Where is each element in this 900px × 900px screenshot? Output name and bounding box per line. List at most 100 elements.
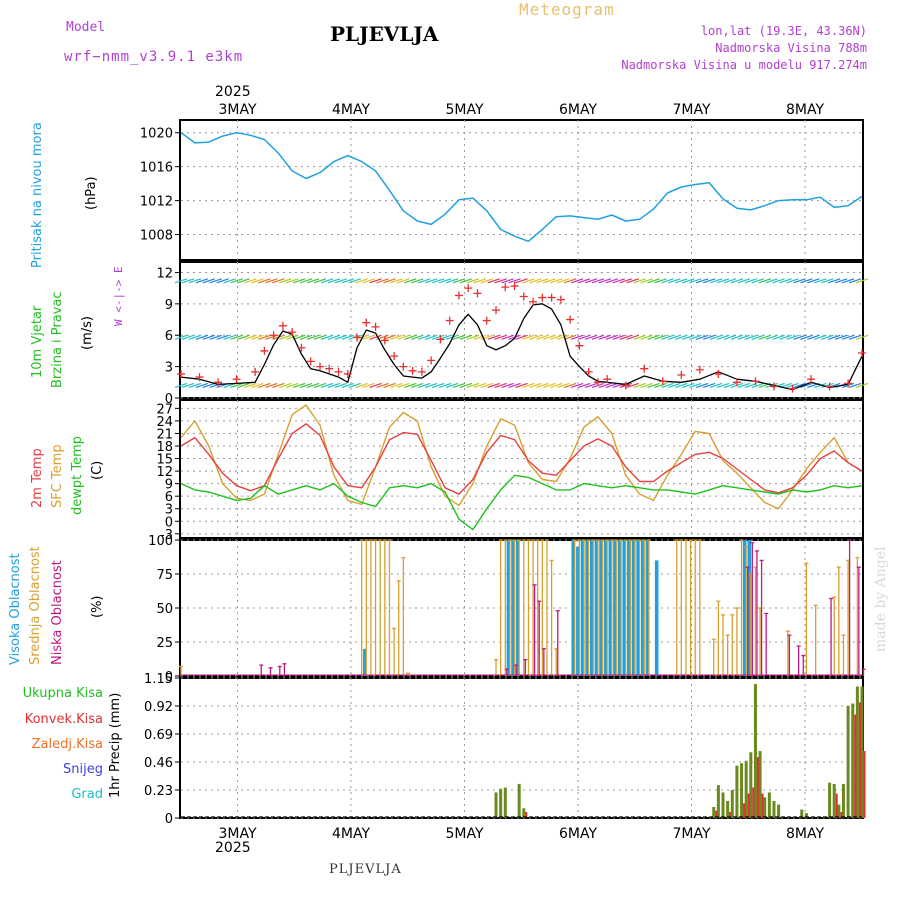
ytick-label-temperature-5: 12 <box>156 465 173 480</box>
precip-conv-bar-12 <box>863 751 866 818</box>
gust-marker-15 <box>353 333 362 342</box>
ytick-label-precip-1: 0.23 <box>144 784 173 799</box>
wind-arrow-2-900 <box>591 278 605 284</box>
coords-label: lon,lat (19.3E, 43.36N) <box>700 24 867 38</box>
wind-arrow-2-855 <box>570 278 584 284</box>
wind-arrow-0-45 <box>195 382 209 389</box>
legend-conv-rain: Konvek.Kisa <box>24 712 103 727</box>
wind-arrow-2-705 <box>501 278 514 284</box>
gust-marker-44 <box>640 364 649 373</box>
top-year-label: 2025 <box>215 84 251 100</box>
wind-arrow-1-270 <box>299 334 313 340</box>
wind-arrow-1-510 <box>411 334 424 340</box>
wind-arrow-0-1335 <box>793 382 806 389</box>
wind-arrow-1-780 <box>536 334 549 340</box>
wind-arrow-0-1020 <box>647 382 660 389</box>
ytick-label-temperature-8: 21 <box>156 427 173 442</box>
day-label-top-5: 8MAY <box>786 102 824 118</box>
wind-arrow-2-1155 <box>709 278 723 284</box>
gust-marker-7 <box>278 321 287 330</box>
wind-arrow-2-1215 <box>737 278 751 284</box>
cloud-bar-high-14 <box>617 540 622 676</box>
wind-arrow-1-735 <box>515 334 528 340</box>
cloud-bar-high-2 <box>511 540 515 676</box>
gust-marker-41 <box>593 378 602 387</box>
wind-arrow-2-465 <box>390 278 403 284</box>
wind-arrow-2-930 <box>605 278 619 284</box>
wind-arrow-1-690 <box>494 334 507 340</box>
precip-total-bar-0 <box>494 792 498 818</box>
wind-arrow-2-435 <box>376 278 389 284</box>
wind-arrow-0-375 <box>348 382 361 389</box>
wind-arrow-0-480 <box>397 382 410 389</box>
wind-arrow-2-420 <box>369 278 382 284</box>
wind-arrow-2-1110 <box>689 278 702 284</box>
ytick-label-wind-1: 3 <box>165 361 173 376</box>
precip-total-bar-28 <box>855 686 859 818</box>
precip-conv-bar-8 <box>835 793 838 818</box>
wind-arrow-1-1440 <box>841 334 855 340</box>
wind-arrow-2-1080 <box>675 278 688 284</box>
wind-arrow-0-30 <box>188 382 202 389</box>
wind-arrow-2-1440 <box>841 278 855 284</box>
wind-arrow-0-585 <box>445 382 459 389</box>
precip-conv-bar-3 <box>743 803 746 818</box>
wind-arrow-2-915 <box>598 278 612 284</box>
wind-arrow-1-1275 <box>765 334 778 340</box>
wind-arrow-0-285 <box>306 382 320 389</box>
wind-arrow-1-0 <box>174 334 188 340</box>
precip-total-bar-15 <box>758 751 762 818</box>
cloud-bar-high-6 <box>580 540 585 676</box>
model-name: wrf−nmm_v3.9.1 e3km <box>64 49 244 65</box>
wind-arrow-2-1185 <box>723 278 737 284</box>
gust-marker-54 <box>825 382 834 391</box>
cloud-bar-high-19 <box>640 540 645 676</box>
precip-conv-bar-7 <box>761 793 764 818</box>
day-label-top-4: 7MAY <box>672 102 710 118</box>
wind-arrow-2-630 <box>466 278 480 284</box>
wind-arrow-2-720 <box>508 278 521 284</box>
ytick-label-temperature-9: 24 <box>156 415 173 430</box>
wind-arrow-2-30 <box>188 278 202 284</box>
wind-arrow-1-765 <box>529 334 542 340</box>
wind-arrow-1-495 <box>404 334 417 340</box>
precip-conv-bar-11 <box>858 702 861 818</box>
ytick-label-precip-5: 1.15 <box>144 672 173 687</box>
wind-arrow-2-870 <box>577 278 591 284</box>
ytick-label-temperature-1: 0 <box>165 515 173 530</box>
gust-marker-56 <box>858 349 866 358</box>
wind-arrow-2-810 <box>550 278 563 284</box>
wind-arrow-2-345 <box>334 278 348 284</box>
wind-arrow-1-870 <box>577 334 591 340</box>
wind-arrow-2-60 <box>202 278 215 284</box>
wind-arrow-2-1125 <box>695 278 709 284</box>
wind-arrow-2-1140 <box>702 278 716 284</box>
wind-arrow-1-600 <box>452 334 466 340</box>
wind-arrow-0-570 <box>438 382 452 389</box>
wind-arrow-1-1230 <box>744 334 758 340</box>
gust-marker-47 <box>695 365 704 374</box>
wind-arrow-2-285 <box>306 278 320 284</box>
wind-arrow-2-1320 <box>786 278 799 284</box>
gust-marker-13 <box>334 367 343 376</box>
wind-arrow-2-675 <box>487 278 500 284</box>
precip-total-bar-23 <box>832 783 836 818</box>
panel-frame-pressure <box>179 119 864 261</box>
wind-arrow-1-180 <box>258 334 271 340</box>
wind-arrow-1-960 <box>619 334 632 340</box>
precip-total-bar-5 <box>712 807 716 818</box>
wind-arrow-2-1245 <box>751 278 764 284</box>
wind-arrow-0-1005 <box>640 382 653 389</box>
gust-marker-51 <box>769 382 778 391</box>
wind-arrow-1-900 <box>591 334 605 340</box>
wind-arrow-1-60 <box>202 334 215 340</box>
wind-arrow-0-120 <box>230 382 243 389</box>
wind-arrow-1-1185 <box>723 334 737 340</box>
wind-arrow-1-555 <box>431 334 445 340</box>
wind-arrow-1-405 <box>362 334 375 340</box>
wind-arrow-2-165 <box>251 278 264 284</box>
gust-marker-27 <box>464 284 473 293</box>
precip-total-bar-22 <box>828 782 832 818</box>
wind-arrow-2-990 <box>633 278 646 284</box>
ytick-label-pressure-1: 1012 <box>140 195 173 210</box>
